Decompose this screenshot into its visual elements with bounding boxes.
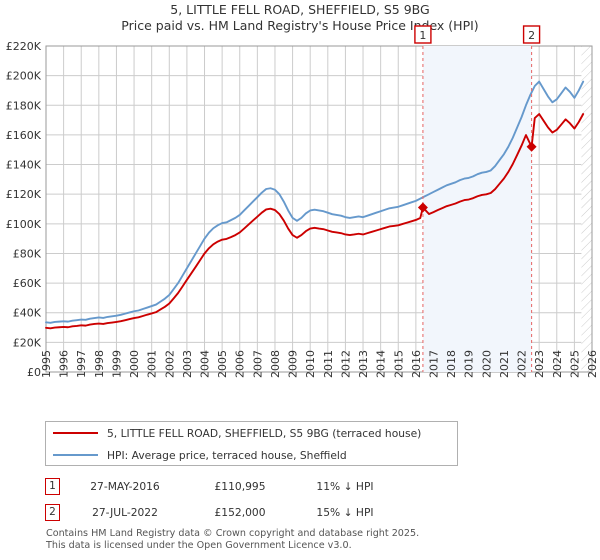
svg-text:£180K: £180K <box>6 99 42 112</box>
legend-swatch-property <box>53 432 98 434</box>
legend-entry-hpi: HPI: Average price, terraced house, Shef… <box>46 444 457 466</box>
svg-text:2024: 2024 <box>551 350 564 378</box>
svg-text:1999: 1999 <box>110 350 123 378</box>
transaction-price-2: £152,000 <box>214 505 266 519</box>
svg-text:2021: 2021 <box>498 350 511 378</box>
svg-text:2003: 2003 <box>181 350 194 378</box>
footer-line-2: This data is licensed under the Open Gov… <box>46 539 352 551</box>
table-row: 2 27-JUL-2022 £152,000 15% ↓ HPI <box>45 499 465 525</box>
svg-text:2026: 2026 <box>586 350 599 378</box>
marker-badge-1: 1 <box>45 477 60 495</box>
svg-text:1998: 1998 <box>93 350 106 378</box>
transactions-table: 1 27-MAY-2016 £110,995 11% ↓ HPI 2 27-JU… <box>45 473 465 525</box>
svg-text:2001: 2001 <box>146 350 159 378</box>
svg-text:2000: 2000 <box>128 350 141 378</box>
svg-text:2010: 2010 <box>304 350 317 378</box>
svg-text:2016: 2016 <box>410 350 423 378</box>
legend-entry-property: 5, LITTLE FELL ROAD, SHEFFIELD, S5 9BG (… <box>46 422 457 444</box>
svg-text:2004: 2004 <box>199 350 212 378</box>
svg-text:2012: 2012 <box>339 350 352 378</box>
svg-text:£140K: £140K <box>6 159 42 172</box>
svg-text:£100K: £100K <box>6 218 42 231</box>
svg-text:2019: 2019 <box>463 350 476 378</box>
svg-text:£220K: £220K <box>6 40 42 53</box>
svg-text:2007: 2007 <box>251 350 264 378</box>
svg-text:1: 1 <box>419 29 426 42</box>
transaction-date-1: 27-MAY-2016 <box>90 479 160 493</box>
transaction-hpi-delta-1: 11% ↓ HPI <box>316 479 374 493</box>
svg-text:2014: 2014 <box>375 350 388 378</box>
svg-text:£120K: £120K <box>6 188 42 201</box>
svg-text:1996: 1996 <box>58 350 71 378</box>
svg-text:2011: 2011 <box>322 350 335 378</box>
svg-text:2015: 2015 <box>392 350 405 378</box>
svg-text:2: 2 <box>528 29 535 42</box>
svg-text:£200K: £200K <box>6 70 42 83</box>
svg-text:£160K: £160K <box>6 129 42 142</box>
footer-attribution: Contains HM Land Registry data © Crown c… <box>46 528 586 551</box>
svg-text:£60K: £60K <box>13 277 42 290</box>
svg-text:2005: 2005 <box>216 350 229 378</box>
legend-label-property: 5, LITTLE FELL ROAD, SHEFFIELD, S5 9BG (… <box>107 426 422 440</box>
transaction-date-2: 27-JUL-2022 <box>92 505 158 519</box>
svg-text:2006: 2006 <box>234 350 247 378</box>
title-line-1: 5, LITTLE FELL ROAD, SHEFFIELD, S5 9BG <box>170 2 430 17</box>
svg-text:2002: 2002 <box>163 350 176 378</box>
legend-swatch-hpi <box>53 454 98 456</box>
svg-text:2025: 2025 <box>568 350 581 378</box>
svg-text:£20K: £20K <box>13 336 42 349</box>
svg-text:2020: 2020 <box>480 350 493 378</box>
svg-text:2017: 2017 <box>427 350 440 378</box>
chart-legend: 5, LITTLE FELL ROAD, SHEFFIELD, S5 9BG (… <box>45 421 458 466</box>
table-row: 1 27-MAY-2016 £110,995 11% ↓ HPI <box>45 473 465 499</box>
svg-text:2022: 2022 <box>516 350 529 378</box>
svg-text:£40K: £40K <box>13 307 42 320</box>
svg-text:£80K: £80K <box>13 247 42 260</box>
footer-line-1: Contains HM Land Registry data © Crown c… <box>46 528 420 539</box>
transaction-hpi-delta-2: 15% ↓ HPI <box>316 505 374 519</box>
svg-text:2009: 2009 <box>287 350 300 378</box>
title-line-2: Price paid vs. HM Land Registry's House … <box>121 18 479 33</box>
svg-text:1995: 1995 <box>40 350 53 378</box>
page-title: 5, LITTLE FELL ROAD, SHEFFIELD, S5 9BG P… <box>0 2 600 34</box>
transaction-price-1: £110,995 <box>214 479 266 493</box>
svg-text:2018: 2018 <box>445 350 458 378</box>
legend-label-hpi: HPI: Average price, terraced house, Shef… <box>107 448 347 462</box>
svg-text:£0: £0 <box>27 366 41 379</box>
chart-series <box>45 80 585 330</box>
svg-text:2013: 2013 <box>357 350 370 378</box>
chart-axis-labels: £0 £20K £40K £60K £80K £100K £120K £140K £160K £1… <box>6 40 599 379</box>
svg-text:1997: 1997 <box>75 350 88 378</box>
svg-text:2023: 2023 <box>533 350 546 378</box>
svg-text:2008: 2008 <box>269 350 282 378</box>
marker-badge-2: 2 <box>45 503 60 521</box>
